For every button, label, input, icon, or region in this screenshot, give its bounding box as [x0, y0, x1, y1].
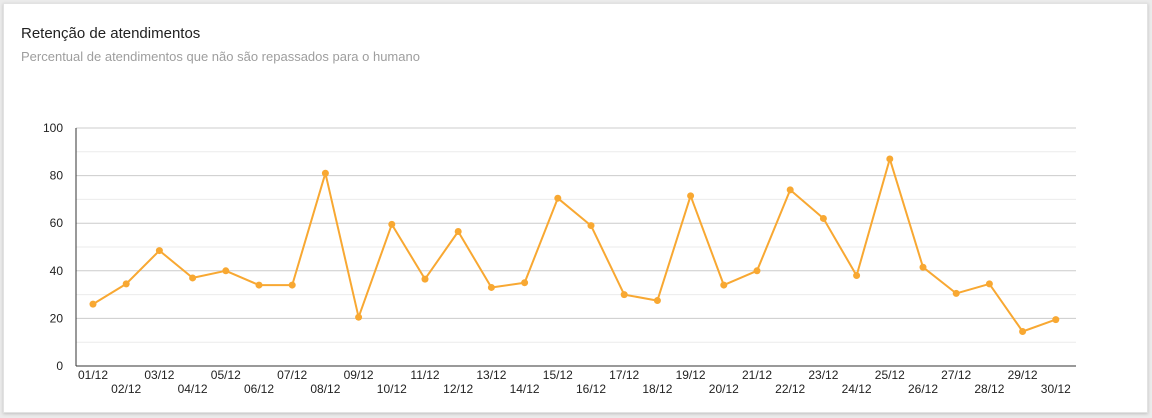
- series-line: [92, 157, 1057, 333]
- x-tick-label: 10/12: [377, 382, 407, 396]
- data-point: [919, 263, 927, 271]
- y-tick-label: 40: [50, 264, 64, 278]
- data-point: [421, 275, 429, 283]
- x-tick-label: 17/12: [609, 368, 639, 382]
- y-tick-label: 80: [50, 169, 64, 183]
- x-tick-label: 26/12: [908, 382, 938, 396]
- x-tick-label: 03/12: [144, 368, 174, 382]
- data-point: [288, 281, 296, 289]
- x-tick-label: 28/12: [974, 382, 1004, 396]
- x-tick-label: 08/12: [310, 382, 340, 396]
- x-tick-label: 07/12: [277, 368, 307, 382]
- y-tick-label: 60: [50, 216, 64, 230]
- y-tick-label: 0: [56, 359, 63, 373]
- x-tick-label: 12/12: [443, 382, 473, 396]
- data-point: [155, 247, 163, 255]
- data-point: [255, 281, 263, 289]
- x-tick-label: 19/12: [676, 368, 706, 382]
- x-tick-label: 14/12: [510, 382, 540, 396]
- data-point: [89, 300, 97, 308]
- data-point: [985, 280, 993, 288]
- x-tick-label: 24/12: [842, 382, 872, 396]
- x-tick-label: 18/12: [642, 382, 672, 396]
- chart-card: Retenção de atendimentos Percentual de a…: [3, 3, 1148, 413]
- data-point: [122, 280, 130, 288]
- data-point: [1019, 327, 1027, 335]
- x-tick-label: 02/12: [111, 382, 141, 396]
- data-point: [687, 192, 695, 200]
- data-point: [189, 274, 197, 282]
- data-point: [720, 281, 728, 289]
- x-tick-label: 15/12: [543, 368, 573, 382]
- y-tick-label: 100: [43, 121, 63, 135]
- data-point: [355, 313, 363, 321]
- data-point: [388, 220, 396, 228]
- x-tick-label: 22/12: [775, 382, 805, 396]
- x-tick-label: 29/12: [1008, 368, 1038, 382]
- data-point: [620, 291, 628, 299]
- x-tick-label: 04/12: [178, 382, 208, 396]
- data-point: [454, 228, 462, 236]
- data-point: [222, 267, 230, 275]
- x-tick-label: 01/12: [78, 368, 108, 382]
- x-tick-label: 05/12: [211, 368, 241, 382]
- x-tick-label: 27/12: [941, 368, 971, 382]
- data-point: [952, 289, 960, 297]
- x-tick-label: 25/12: [875, 368, 905, 382]
- x-tick-label: 30/12: [1041, 382, 1071, 396]
- data-point: [1052, 316, 1060, 324]
- x-tick-label: 09/12: [344, 368, 374, 382]
- x-tick-label: 21/12: [742, 368, 772, 382]
- x-tick-label: 13/12: [476, 368, 506, 382]
- data-point: [587, 222, 595, 230]
- data-point: [487, 283, 495, 291]
- x-tick-label: 16/12: [576, 382, 606, 396]
- data-point: [521, 279, 529, 287]
- y-tick-label: 20: [50, 311, 64, 325]
- data-point: [819, 214, 827, 222]
- data-point: [753, 267, 761, 275]
- x-tick-label: 06/12: [244, 382, 274, 396]
- data-point: [653, 297, 661, 305]
- x-tick-label: 11/12: [410, 368, 439, 382]
- data-point: [853, 272, 861, 280]
- x-tick-label: 23/12: [808, 368, 838, 382]
- data-point: [786, 186, 794, 194]
- x-tick-label: 20/12: [709, 382, 739, 396]
- chart-subtitle: Percentual de atendimentos que não são r…: [21, 49, 420, 64]
- chart-title: Retenção de atendimentos: [21, 25, 201, 42]
- data-point: [554, 194, 562, 202]
- data-point: [321, 169, 329, 177]
- data-point: [886, 155, 894, 163]
